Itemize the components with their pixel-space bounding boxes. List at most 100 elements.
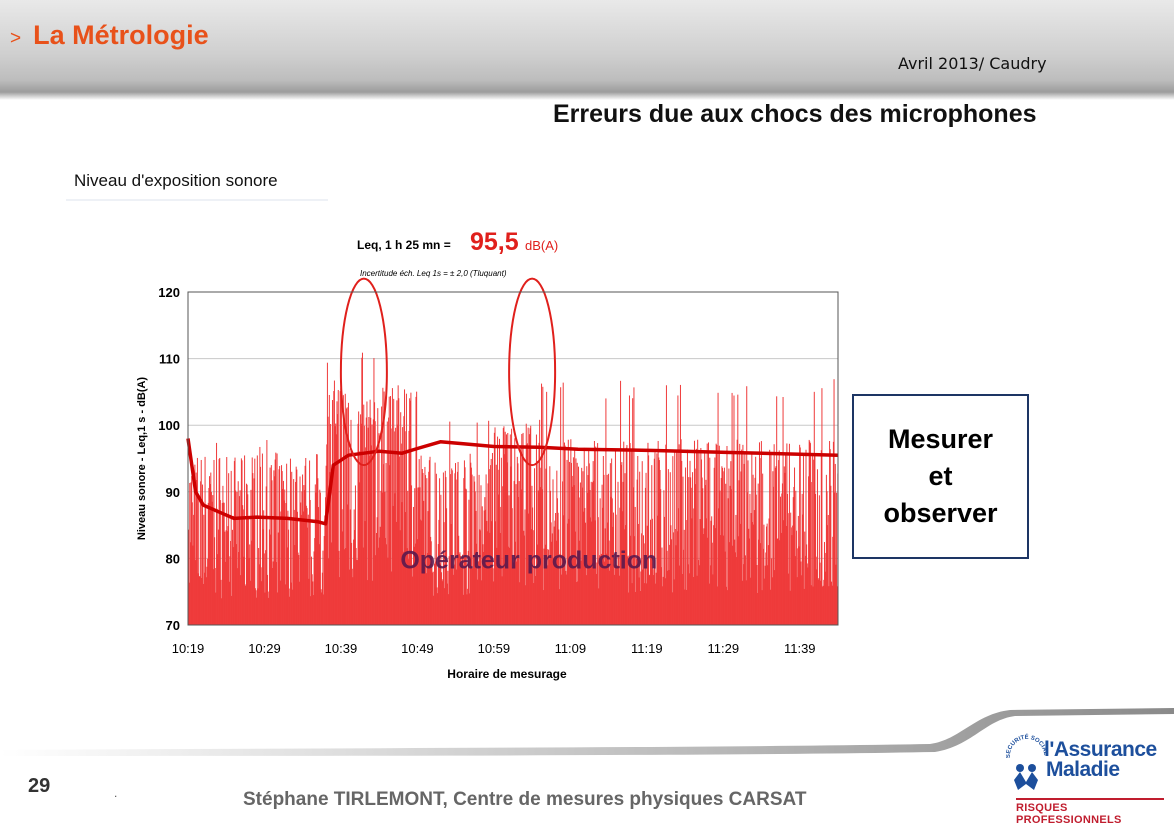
y-tick-label: 110 xyxy=(159,352,180,367)
bar xyxy=(425,475,427,625)
bar xyxy=(360,414,362,625)
bar xyxy=(588,450,590,625)
bar xyxy=(223,502,225,625)
bar xyxy=(340,388,342,625)
bar xyxy=(547,565,549,625)
bar xyxy=(657,440,659,625)
bar xyxy=(566,459,568,625)
bar xyxy=(362,547,364,625)
bar xyxy=(419,519,421,625)
bar xyxy=(697,560,699,625)
bar xyxy=(808,476,810,625)
bar xyxy=(725,586,727,625)
bar xyxy=(660,567,662,625)
bar xyxy=(293,479,295,625)
bar xyxy=(258,548,260,625)
bar xyxy=(436,587,438,625)
bar xyxy=(779,540,781,625)
bar xyxy=(207,558,209,625)
bar xyxy=(298,581,300,625)
bar xyxy=(400,443,402,625)
bar xyxy=(668,569,670,625)
bar xyxy=(431,564,433,625)
bar xyxy=(448,556,450,625)
bar xyxy=(331,469,333,625)
bar xyxy=(353,539,355,625)
bar xyxy=(300,502,302,625)
bar xyxy=(704,485,706,625)
bar xyxy=(326,362,328,625)
bar xyxy=(442,579,444,625)
bar xyxy=(231,595,233,625)
bar xyxy=(536,460,538,625)
bar xyxy=(365,417,367,625)
bar xyxy=(699,519,701,625)
bar xyxy=(811,455,813,625)
bar xyxy=(551,533,553,625)
bar xyxy=(515,484,517,625)
bar xyxy=(700,459,702,625)
bar xyxy=(570,439,572,625)
bar xyxy=(709,457,711,625)
bar xyxy=(620,464,622,625)
highlight-ellipse xyxy=(508,277,557,467)
bar xyxy=(688,477,690,625)
bar xyxy=(655,572,657,625)
bar xyxy=(788,443,790,625)
bar xyxy=(455,479,457,625)
highlight-ellipses xyxy=(339,277,557,467)
bar xyxy=(358,411,360,625)
bar xyxy=(535,567,537,625)
bar xyxy=(315,492,317,625)
bar xyxy=(493,581,495,625)
bar xyxy=(765,552,767,625)
bar xyxy=(354,485,356,625)
bar xyxy=(609,463,611,625)
bar xyxy=(766,523,768,625)
chart-bars xyxy=(188,352,839,625)
bar xyxy=(425,573,427,625)
bar xyxy=(223,502,225,625)
bar xyxy=(321,592,323,625)
bar xyxy=(263,553,265,625)
bar xyxy=(383,464,384,625)
bar xyxy=(339,577,341,625)
bar xyxy=(384,491,386,625)
bar xyxy=(676,531,678,625)
bar xyxy=(283,500,285,625)
bar xyxy=(804,555,806,625)
bar xyxy=(688,573,690,625)
bar xyxy=(444,470,446,625)
bar xyxy=(302,474,304,625)
bar xyxy=(783,466,785,625)
bar xyxy=(275,452,277,625)
bar xyxy=(310,596,312,625)
bar xyxy=(479,530,481,625)
bar xyxy=(781,493,783,625)
bar xyxy=(269,467,271,625)
bar xyxy=(456,569,458,625)
bar xyxy=(437,544,439,625)
bar xyxy=(654,452,656,625)
bar xyxy=(791,535,793,625)
bar xyxy=(491,521,493,625)
bar xyxy=(235,544,237,625)
bar xyxy=(647,442,649,625)
bar xyxy=(286,463,288,625)
x-tick-label: 11:39 xyxy=(784,641,816,656)
bar xyxy=(720,477,722,625)
observe-line-1: Mesurer xyxy=(887,424,994,454)
bar xyxy=(348,448,350,625)
bar xyxy=(805,449,807,625)
bar xyxy=(439,478,441,625)
bar xyxy=(531,485,533,625)
bar xyxy=(370,445,372,625)
bar xyxy=(653,575,655,625)
bar xyxy=(402,427,404,625)
bar xyxy=(421,469,423,625)
bar xyxy=(523,530,525,625)
bar xyxy=(761,590,763,625)
bar xyxy=(316,454,318,625)
bar xyxy=(664,578,666,625)
bar xyxy=(426,478,428,625)
